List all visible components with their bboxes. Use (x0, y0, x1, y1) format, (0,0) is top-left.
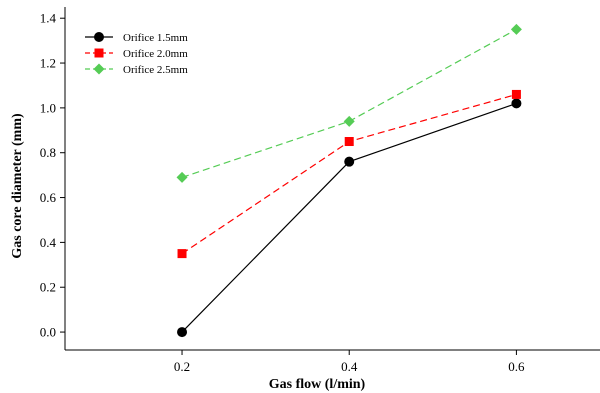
data-point (344, 137, 354, 147)
series-layer (176, 23, 522, 338)
series-line (181, 28, 517, 178)
series-3 (176, 23, 522, 183)
data-point (176, 171, 188, 183)
y-tick-label: 0.6 (40, 190, 57, 205)
y-tick-label: 0.0 (40, 325, 56, 340)
legend-label: Orifice 2.5mm (123, 64, 188, 76)
legend: Orifice 1.5mm Orifice 2.0mm Orifice 2.5mm (85, 32, 188, 76)
y-tick-label: 0.2 (40, 280, 56, 295)
y-axis-title: Gas core diameter (mm) (10, 113, 25, 259)
y-tick-label: 1.4 (40, 11, 57, 26)
plot-area (64, 7, 600, 351)
data-point (511, 89, 521, 99)
data-point (511, 98, 522, 109)
axes: 0.0 0.2 0.4 0.6 0.8 1.0 1.2 1.4 0.2 0.4 0.6 (40, 11, 525, 374)
y-tick-label: 1.2 (40, 56, 56, 71)
y-tick-label: 0.4 (40, 235, 57, 250)
legend-label: Orifice 2.0mm (123, 48, 188, 60)
x-tick-label: 0.2 (174, 359, 190, 374)
series-1 (177, 98, 522, 338)
legend-marker (94, 32, 104, 42)
y-tick-label: 0.8 (40, 145, 56, 160)
data-point (510, 23, 522, 35)
series-2 (177, 89, 521, 259)
x-tick-label: 0.4 (341, 359, 358, 374)
data-point (177, 249, 187, 259)
y-tick-label: 1.0 (40, 100, 56, 115)
data-point (343, 115, 355, 127)
data-point (177, 327, 188, 338)
data-point (344, 156, 355, 167)
legend-item-1: Orifice 1.5mm (85, 32, 188, 44)
legend-marker (94, 48, 104, 58)
x-tick-label: 0.6 (508, 359, 525, 374)
x-axis-title: Gas flow (l/min) (269, 377, 366, 392)
legend-label: Orifice 1.5mm (123, 32, 188, 44)
legend-item-2: Orifice 2.0mm (85, 48, 188, 60)
legend-marker (93, 63, 105, 75)
legend-item-3: Orifice 2.5mm (85, 63, 188, 76)
